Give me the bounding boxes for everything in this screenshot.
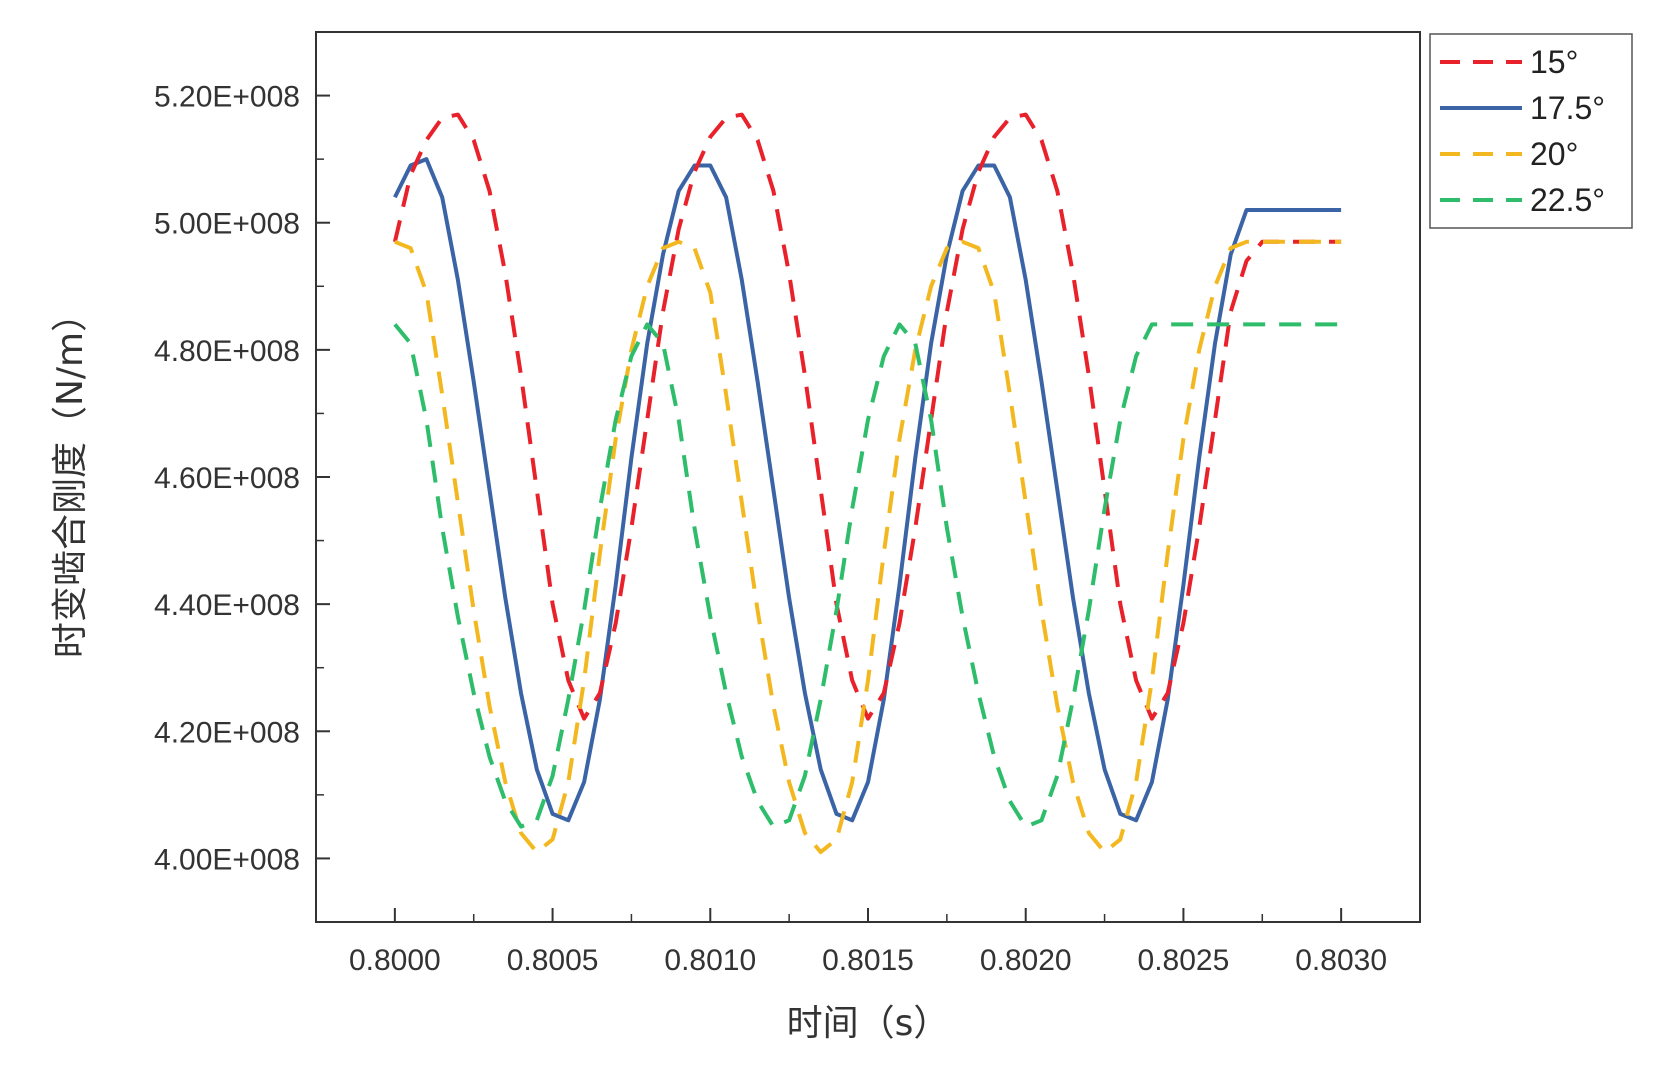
- series-line-22-5: [393, 322, 1342, 829]
- legend-label: 15°: [1530, 44, 1578, 80]
- series-line-17-5: [393, 157, 1342, 823]
- series-line-15: [392, 112, 1342, 721]
- x-tick-label: 0.8025: [1138, 944, 1230, 977]
- series-group: [392, 112, 1342, 855]
- y-tick-label: 4.80E+008: [154, 335, 300, 368]
- x-tick-label: 0.8000: [349, 944, 441, 977]
- y-tick-label: 4.00E+008: [154, 843, 300, 876]
- y-tick-label: 4.40E+008: [154, 589, 300, 622]
- x-axis-title: 时间（s）: [787, 1003, 950, 1044]
- legend-box: [1429, 33, 1633, 229]
- x-tick-label: 0.8015: [822, 944, 914, 977]
- y-tick-label: 4.20E+008: [154, 716, 300, 749]
- y-tick-label: 4.60E+008: [154, 462, 300, 495]
- x-tick-label: 0.8010: [664, 944, 756, 977]
- legend: 15° 17.5° 20° 22.5°: [1429, 33, 1633, 229]
- y-tick-label: 5.20E+008: [154, 81, 300, 114]
- axes: 0.8000 0.8005 0.8010 0.8015 0.8020 0.8025 0.80…: [154, 81, 1387, 977]
- y-axis-title: 时变啮合刚度（N/m）: [50, 296, 91, 658]
- x-tick-label: 0.8005: [507, 944, 599, 977]
- legend-label: 20°: [1530, 136, 1578, 172]
- x-tick-label: 0.8020: [980, 944, 1072, 977]
- x-tick-label: 0.8030: [1295, 944, 1387, 977]
- series-line-20: [394, 239, 1342, 855]
- legend-label: 22.5°: [1530, 182, 1605, 218]
- y-tick-label: 5.00E+008: [154, 208, 300, 241]
- plot-frame: [315, 31, 1421, 923]
- legend-label: 17.5°: [1530, 90, 1605, 126]
